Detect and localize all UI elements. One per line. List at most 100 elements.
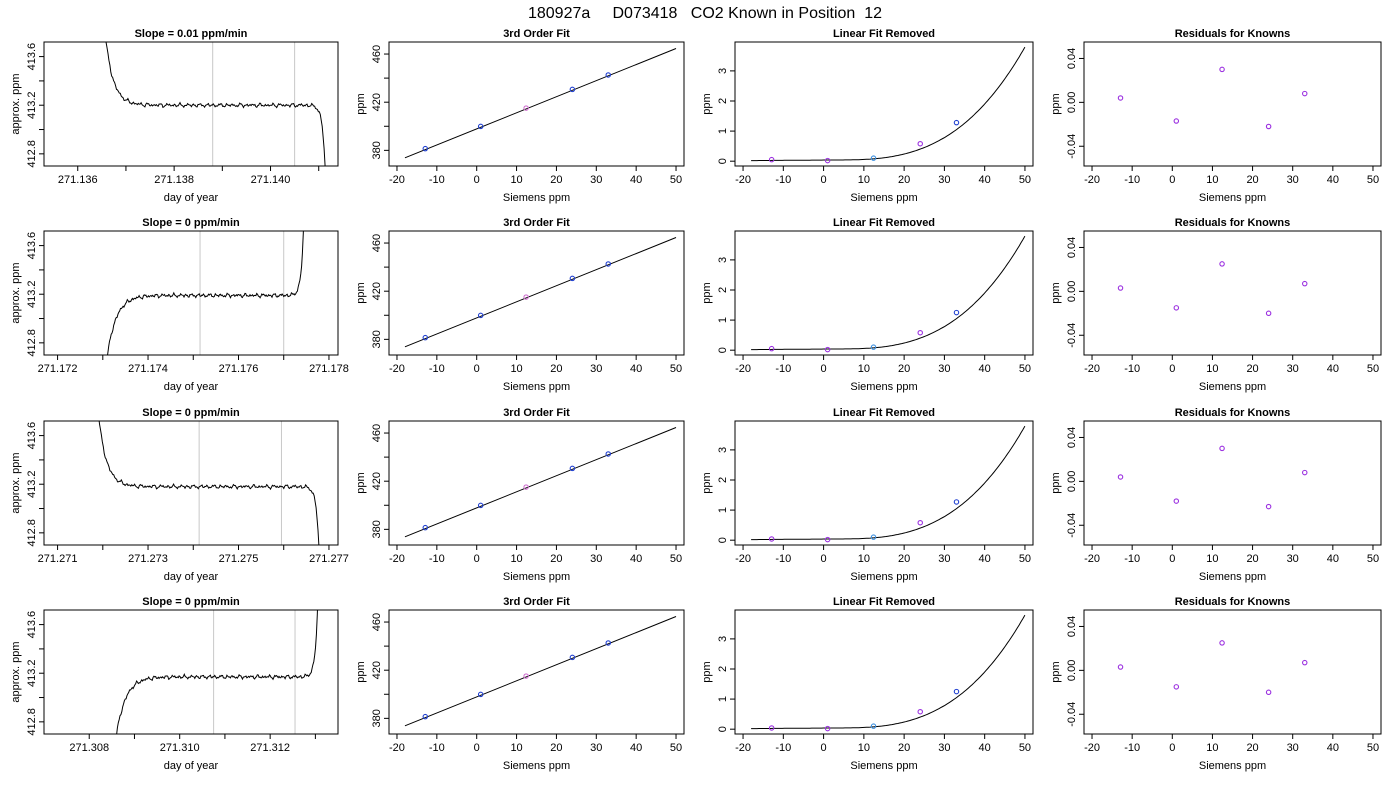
- data-point: [523, 294, 529, 300]
- x-tick-label: 20: [898, 174, 910, 186]
- x-tick-label: 0: [474, 363, 480, 375]
- x-tick-label: 10: [858, 742, 870, 754]
- data-point: [1301, 659, 1308, 666]
- x-tick-label: -20: [1084, 553, 1100, 565]
- fit-line: [404, 237, 677, 348]
- data-point: [1219, 640, 1225, 646]
- y-tick-label: 0: [717, 347, 729, 353]
- data-point: [824, 157, 831, 164]
- x-tick-label: 50: [1367, 363, 1379, 375]
- x-tick-label: 40: [979, 363, 991, 375]
- panel-r3-c3: Linear Fit Removed -20 -10 0 10 20 30 40 50 0 1 2 3 S…: [701, 407, 1034, 583]
- panel-r4-c4: Residuals for Knowns -20 -10 0 10 20 30 40 50 -0.…: [1050, 596, 1382, 772]
- data-point: [953, 688, 960, 695]
- y-tick-label: 413.2: [26, 659, 38, 687]
- y-tick-label: 1: [717, 696, 729, 702]
- panel-title: Residuals for Knowns: [1175, 28, 1291, 40]
- plot-area: [1117, 66, 1308, 130]
- x-tick-label: -10: [429, 553, 445, 565]
- y-tick-label: 412.8: [26, 519, 38, 547]
- plot-frame: [734, 609, 1034, 735]
- x-tick-label: -20: [735, 174, 751, 186]
- x-tick-label: 20: [898, 363, 910, 375]
- fit-line: [404, 48, 677, 159]
- series-line: [105, 42, 326, 166]
- x-tick-label: 30: [1287, 363, 1299, 375]
- plot-area: [751, 46, 1026, 164]
- plot-frame: [388, 230, 685, 356]
- data-point: [477, 691, 484, 698]
- y-tick-label: 413.2: [26, 470, 38, 498]
- figure-title: 180927a D073418 CO2 Known in Position 12: [528, 5, 882, 22]
- x-tick-label: 271.172: [38, 363, 78, 375]
- data-point: [1117, 95, 1124, 101]
- data-point: [422, 713, 429, 720]
- fit-curve: [751, 425, 1026, 541]
- data-point: [1117, 474, 1124, 480]
- y-tick-label: 0.04: [1066, 237, 1078, 258]
- x-tick-label: 40: [1327, 174, 1339, 186]
- x-axis-label: Siemens ppm: [503, 381, 570, 393]
- y-tick-label: 1: [717, 128, 729, 134]
- y-axis-label: ppm: [1050, 93, 1062, 114]
- y-tick-label: 1: [717, 507, 729, 513]
- x-tick-label: 10: [1206, 363, 1218, 375]
- data-point: [523, 105, 529, 111]
- x-axis-label: Siemens ppm: [1199, 760, 1266, 772]
- x-axis-label: day of year: [164, 760, 219, 772]
- y-tick-label: -0.04: [1066, 702, 1078, 727]
- x-tick-label: 10: [510, 174, 522, 186]
- data-point: [917, 329, 923, 336]
- x-tick-label: -20: [735, 363, 751, 375]
- panel-title: Linear Fit Removed: [833, 407, 935, 419]
- panel-r3-c4: Residuals for Knowns -20 -10 0 10 20 30 40 50 -0.…: [1050, 407, 1382, 583]
- x-tick-label: 50: [670, 174, 682, 186]
- x-tick-label: 271.271: [38, 553, 78, 565]
- y-tick-label: 3: [717, 68, 729, 74]
- x-tick-label: 50: [1019, 174, 1031, 186]
- y-tick-label: 413.2: [26, 91, 38, 119]
- panel-title: Slope = 0 ppm/min: [142, 217, 240, 229]
- x-tick-label: 10: [510, 553, 522, 565]
- y-tick-label: 380: [371, 141, 383, 159]
- data-point: [569, 86, 576, 93]
- series-line: [107, 231, 304, 355]
- data-point: [870, 344, 877, 350]
- panel-title: Slope = 0 ppm/min: [142, 407, 240, 419]
- x-tick-label: 30: [590, 174, 602, 186]
- y-axis-label: approx. ppm: [10, 452, 22, 513]
- y-axis-label: ppm: [1050, 282, 1062, 303]
- data-point: [605, 72, 612, 78]
- y-axis-label: approx. ppm: [10, 262, 22, 323]
- y-tick-label: 380: [371, 330, 383, 348]
- data-point: [1173, 118, 1180, 124]
- plot-area: [107, 231, 304, 355]
- x-axis-label: day of year: [164, 571, 219, 583]
- plot-frame: [43, 230, 339, 356]
- x-tick-label: -10: [775, 553, 791, 565]
- y-axis-label: ppm: [1050, 472, 1062, 493]
- x-tick-label: 10: [510, 363, 522, 375]
- x-tick-label: 0: [821, 363, 827, 375]
- x-tick-label: 50: [1019, 742, 1031, 754]
- panel-title: Residuals for Knowns: [1175, 407, 1291, 419]
- plot-area: [404, 237, 677, 348]
- data-point: [953, 309, 960, 316]
- data-point: [768, 725, 775, 731]
- data-point: [477, 312, 484, 319]
- x-tick-label: 271.310: [160, 742, 200, 754]
- data-point: [1301, 90, 1308, 97]
- plot-frame: [388, 41, 685, 167]
- data-point: [569, 465, 576, 472]
- x-tick-label: -20: [1084, 363, 1100, 375]
- panel-r1-c3: Linear Fit Removed -20 -10 0 10 20 30 40 50 0 1 2 3 S…: [701, 28, 1034, 204]
- x-axis-label: Siemens ppm: [850, 381, 917, 393]
- data-point: [870, 155, 877, 161]
- x-tick-label: -20: [389, 174, 405, 186]
- data-point: [1117, 664, 1124, 670]
- x-tick-label: 271.140: [251, 174, 291, 186]
- data-point: [422, 334, 429, 341]
- y-axis-label: ppm: [355, 282, 367, 303]
- x-axis-label: Siemens ppm: [1199, 571, 1266, 583]
- data-point: [1265, 503, 1272, 510]
